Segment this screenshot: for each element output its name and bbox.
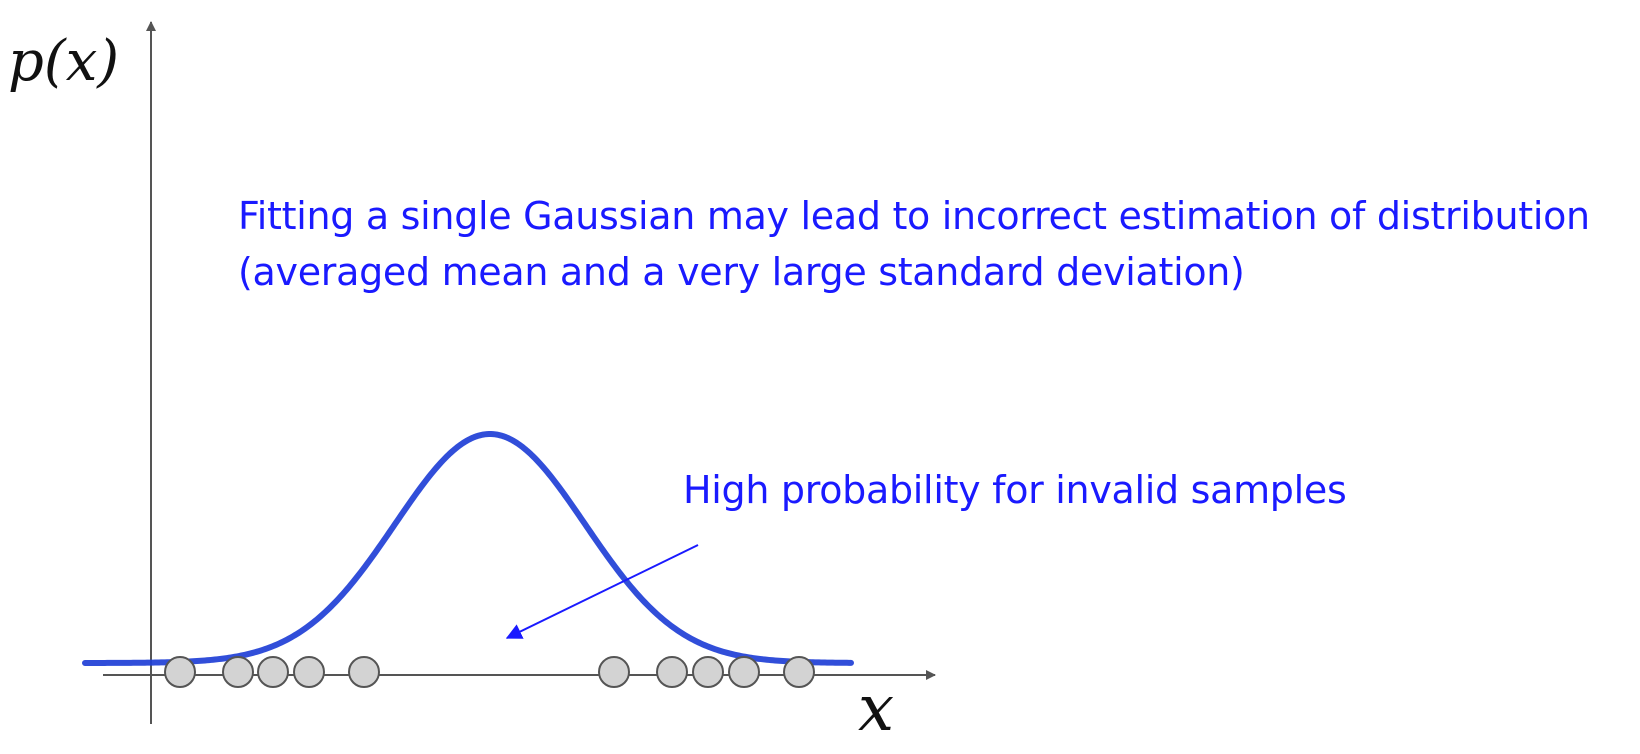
x-axis-label: x [858,672,894,746]
annotation-arrow [505,544,699,639]
annotation-main-line1: Fitting a single Gaussian may lead to in… [238,194,1590,238]
sample-point [348,656,380,688]
sample-point [164,656,196,688]
y-axis-label: p(x) [8,29,119,94]
sample-points [164,656,815,688]
annotation-main-line2: (averaged mean and a very large standard… [238,250,1245,294]
gaussian-curve [82,431,854,666]
sample-point [222,656,254,688]
annotation-arrow-label: High probability for invalid samples [683,468,1347,512]
sample-point [692,656,724,688]
sample-point [293,656,325,688]
sample-point [728,656,760,688]
sample-point [598,656,630,688]
annotation-main: Fitting a single Gaussian may lead to in… [238,188,1590,300]
sample-point [783,656,815,688]
sample-point [656,656,688,688]
sample-point [257,656,289,688]
